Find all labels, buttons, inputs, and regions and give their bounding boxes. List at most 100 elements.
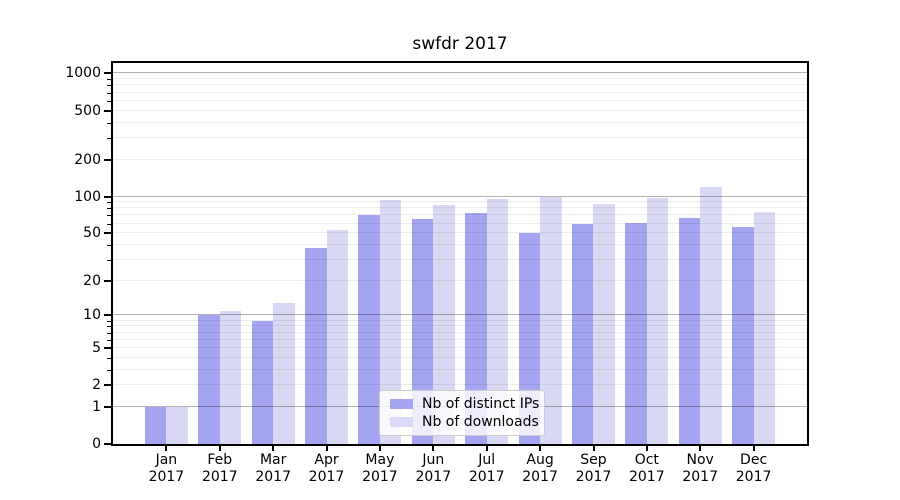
- legend-row-distinct-ips: Nb of distinct IPs: [390, 396, 539, 412]
- y-minortick-400: [107, 122, 111, 124]
- gridline-minor-3: [113, 368, 807, 370]
- y-tick-label-1000: 1000: [65, 65, 101, 82]
- x-tick-apr: [325, 446, 328, 451]
- bar-nov-ips: [678, 217, 701, 444]
- y-tick-label-1: 1: [92, 398, 101, 415]
- y-minortick-40: [107, 244, 111, 246]
- x-tick-may: [378, 446, 381, 451]
- gridline-major-100: [113, 195, 807, 197]
- bar-sep-downloads: [593, 203, 615, 444]
- y-minortick-80: [107, 208, 111, 210]
- y-tick-label-100: 100: [74, 188, 101, 205]
- y-tick-label-50: 50: [83, 225, 101, 242]
- chart-title: swfdr 2017: [412, 34, 508, 54]
- gridline-minor-2: [113, 384, 807, 386]
- y-tick-label-20: 20: [83, 272, 101, 289]
- legend: Nb of distinct IPs Nb of downloads: [379, 390, 545, 436]
- y-tick-50: [104, 232, 111, 235]
- x-tick-nov: [699, 446, 702, 451]
- bar-nov-downloads: [700, 187, 722, 444]
- x-tick-label-mar: Mar 2017: [241, 452, 305, 486]
- bar-oct-ips: [625, 222, 647, 444]
- x-tick-year: 2017: [415, 469, 452, 485]
- gridline-major-1000: [113, 72, 807, 74]
- bar-feb-downloads: [219, 310, 242, 444]
- y-tick-label-5: 5: [92, 339, 101, 356]
- y-minortick-60: [107, 223, 111, 225]
- x-tick-label-jan: Jan 2017: [134, 452, 198, 486]
- y-minortick-700: [107, 92, 111, 94]
- bar-dec-downloads: [753, 211, 776, 444]
- bar-mar-downloads: [273, 302, 295, 444]
- x-tick-month: Dec: [740, 452, 768, 468]
- legend-swatch-downloads: [390, 417, 413, 427]
- x-tick-label-sep: Sep 2017: [562, 452, 626, 486]
- gridline-minor-400: [113, 121, 807, 123]
- y-minortick-800: [107, 85, 111, 87]
- legend-label-downloads: Nb of downloads: [422, 414, 539, 430]
- y-tick-label-2: 2: [92, 377, 101, 394]
- y-minortick-90: [107, 202, 111, 204]
- gridline-minor-6: [113, 338, 807, 340]
- x-tick-label-apr: Apr 2017: [295, 452, 359, 486]
- bar-jan-downloads: [166, 406, 188, 444]
- y-minortick-900: [107, 79, 111, 81]
- x-tick-sep: [592, 446, 595, 451]
- gridline-minor-40: [113, 243, 807, 245]
- x-tick-aug: [539, 446, 542, 451]
- y-tick-0: [104, 443, 111, 445]
- gridline-minor-300: [113, 136, 807, 138]
- gridline-minor-8: [113, 325, 807, 327]
- legend-label-distinct-ips: Nb of distinct IPs: [422, 396, 540, 412]
- x-tick-month: Aug: [526, 452, 554, 468]
- bar-apr-downloads: [326, 230, 349, 444]
- y-tick-2: [104, 384, 111, 387]
- x-tick-month: Jan: [155, 452, 178, 468]
- bar-jul-downloads: [486, 199, 509, 444]
- bar-dec-ips: [732, 227, 754, 444]
- x-tick-label-oct: Oct 2017: [615, 452, 679, 486]
- bar-sep-ips: [571, 223, 594, 444]
- x-tick-year: 2017: [628, 469, 665, 485]
- gridline-minor-4: [113, 356, 807, 358]
- x-tick-label-aug: Aug 2017: [508, 452, 572, 486]
- gridline-minor-9: [113, 319, 807, 321]
- gridline-minor-700: [113, 91, 807, 93]
- gridline-minor-200: [113, 158, 807, 160]
- gridline-minor-70: [113, 214, 807, 216]
- y-tick-10: [104, 314, 111, 317]
- y-minortick-8: [107, 326, 111, 328]
- x-tick-label-feb: Feb 2017: [188, 452, 252, 486]
- x-tick-jun: [432, 446, 435, 451]
- x-tick-month: Nov: [686, 452, 714, 468]
- x-tick-year: 2017: [255, 469, 291, 485]
- y-tick-5: [104, 346, 111, 349]
- gridline-minor-20: [113, 279, 807, 281]
- y-minortick-6: [107, 339, 111, 341]
- x-tick-month: Oct: [634, 452, 659, 468]
- x-tick-month: Jun: [422, 452, 445, 468]
- y-tick-label-500: 500: [74, 102, 101, 119]
- x-tick-dec: [752, 446, 755, 451]
- gridline-minor-80: [113, 207, 807, 209]
- x-tick-year: 2017: [468, 469, 505, 485]
- x-tick-feb: [218, 446, 221, 451]
- y-tick-500: [104, 109, 111, 112]
- x-tick-year: 2017: [201, 469, 238, 485]
- y-tick-1000: [104, 72, 111, 75]
- y-minortick-300: [107, 137, 111, 139]
- x-tick-year: 2017: [575, 469, 612, 485]
- x-tick-mar: [272, 446, 275, 451]
- y-tick-label-10: 10: [83, 307, 101, 324]
- x-tick-label-dec: Dec 2017: [722, 452, 786, 486]
- x-tick-label-jun: Jun 2017: [401, 452, 465, 486]
- y-minortick-4: [107, 357, 111, 359]
- x-tick-year: 2017: [735, 469, 772, 485]
- x-tick-month: Feb: [207, 452, 233, 468]
- gridline-minor-900: [113, 78, 807, 80]
- gridline-major-10: [113, 314, 807, 316]
- y-minortick-7: [107, 332, 111, 334]
- x-tick-year: 2017: [362, 469, 398, 485]
- x-tick-month: May: [365, 452, 395, 468]
